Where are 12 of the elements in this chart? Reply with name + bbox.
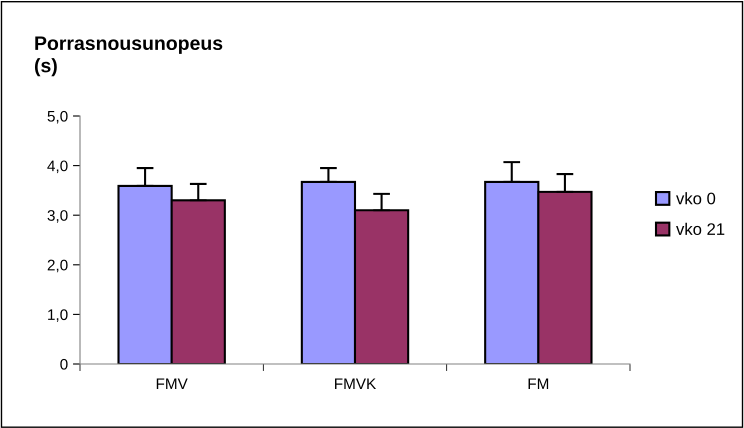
y-tick-label: 3,0 [48,210,68,223]
y-tick-label: 0 [60,358,68,370]
x-tick-label: FM [528,378,548,389]
chart-title: Porrasnousunopeus (s) [34,36,222,76]
y-tick-label: 1,0 [48,309,68,322]
legend-label: vko 21 [676,222,724,236]
y-tick-label: 4,0 [47,160,68,174]
x-tick-label: FMV [156,378,188,389]
y-tick-label: 5,0 [48,110,68,124]
x-tick-label: FMVK [335,378,376,389]
y-tick-label: 2,0 [48,260,68,272]
legend-label: vko 0 [676,192,716,204]
